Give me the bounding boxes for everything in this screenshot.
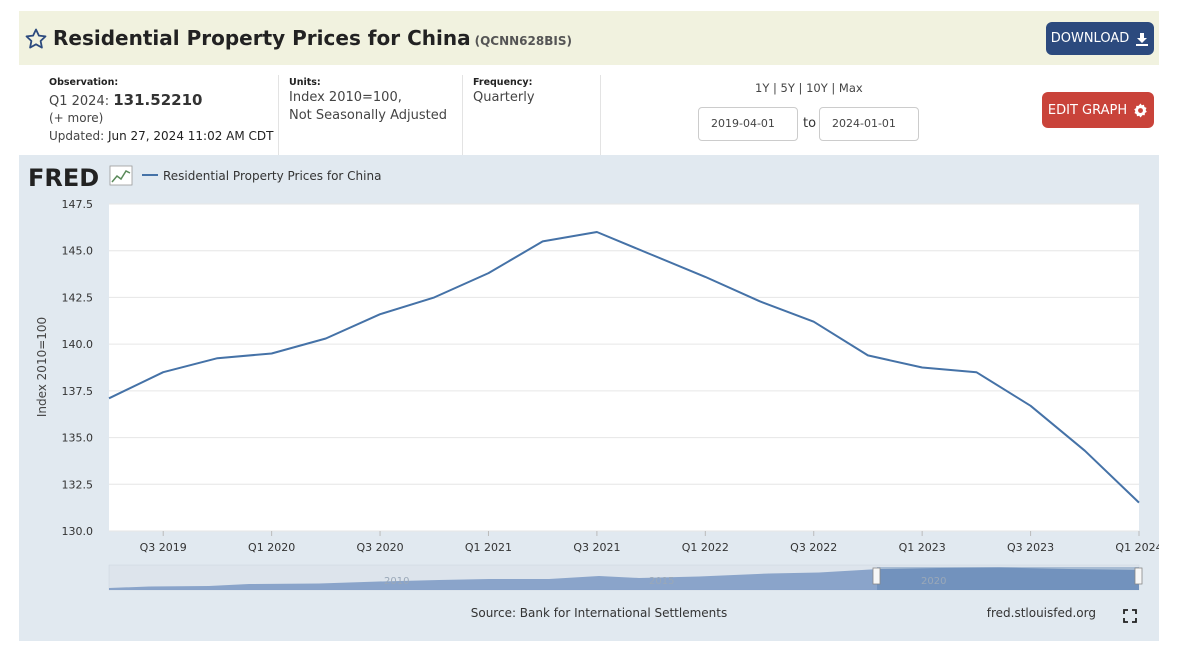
data-point[interactable]: [973, 369, 979, 375]
y-tick-label: 137.5: [62, 385, 94, 398]
x-axis: Q3 2019 Q1 2020 Q3 2020 Q1 2021 Q3 2021 Q1 20…: [140, 531, 1163, 554]
frequency-value: Quarterly: [473, 90, 535, 105]
edit-graph-button[interactable]: EDIT GRAPH: [1042, 92, 1154, 128]
download-label: DOWNLOAD: [1050, 31, 1130, 46]
fred-logo-icon: [109, 165, 133, 186]
x-tick-label: Q3 2021: [573, 541, 620, 554]
chart-area: FRED Residential Property Prices for Chi…: [19, 155, 1163, 641]
site-link[interactable]: fred.stlouisfed.org: [987, 606, 1096, 620]
data-point[interactable]: [106, 395, 112, 401]
range-5y[interactable]: 5Y: [780, 81, 795, 95]
y-tick-label: 145.0: [62, 245, 94, 258]
frequency-label: Frequency:: [473, 77, 533, 88]
updated-value: Jun 27, 2024 11:02 AM CDT: [107, 129, 274, 143]
range-separator: |: [798, 81, 803, 95]
fred-logo: FRED: [28, 164, 99, 192]
x-tick-label: Q1 2022: [682, 541, 729, 554]
data-point[interactable]: [214, 355, 220, 361]
navigator-handle-left[interactable]: [872, 567, 881, 585]
edit-graph-label: EDIT GRAPH: [1047, 102, 1128, 118]
legend-label: Residential Property Prices for China: [163, 169, 381, 183]
series-id: (QCNN628BIS): [474, 34, 572, 48]
divider: [278, 75, 279, 155]
x-tick-label: Q1 2020: [248, 541, 295, 554]
y-tick-label: 135.0: [62, 432, 94, 445]
y-tick-label: 130.0: [62, 525, 94, 538]
navigator-handle-right[interactable]: [1134, 567, 1143, 585]
range-1y[interactable]: 1Y: [755, 81, 770, 95]
data-point[interactable]: [1082, 448, 1088, 454]
x-tick-label: Q3 2020: [356, 541, 403, 554]
chart: FRED Residential Property Prices for Chi…: [28, 164, 1163, 623]
plot-area: [109, 204, 1139, 531]
navigator[interactable]: 2010 2015 2020: [108, 564, 1143, 591]
data-point[interactable]: [1136, 500, 1142, 506]
to-label: to: [803, 116, 817, 131]
navigator-label-2020: 2020: [921, 576, 946, 587]
range-10y[interactable]: 10Y: [806, 81, 828, 95]
divider: [600, 75, 601, 155]
observation-value: 131.52210: [113, 91, 203, 109]
y-tick-label: 132.5: [62, 478, 94, 491]
data-point[interactable]: [702, 274, 708, 280]
data-point[interactable]: [648, 251, 654, 257]
observation-period: Q1 2024:: [49, 94, 110, 109]
y-tick-label: 142.5: [62, 291, 94, 304]
navigator-area: [109, 567, 1139, 590]
data-point[interactable]: [485, 270, 491, 276]
divider: [462, 75, 463, 155]
range-max[interactable]: Max: [838, 81, 863, 95]
title-bar: [19, 11, 1159, 65]
data-point[interactable]: [377, 311, 383, 317]
series: [106, 229, 1142, 506]
y-tick-label: 147.5: [62, 198, 94, 211]
data-point[interactable]: [865, 352, 871, 358]
data-point[interactable]: [1028, 403, 1034, 409]
y-axis: 147.5 145.0 142.5 140.0 137.5 135.0 132.5 130.0: [62, 198, 94, 538]
observation-line: Q1 2024: 131.52210: [49, 91, 202, 111]
grid: [109, 203, 1139, 532]
x-tick-label: Q1 2023: [899, 541, 946, 554]
data-point[interactable]: [540, 238, 546, 244]
units-line1: Index 2010=100,: [289, 90, 402, 105]
x-tick-label: Q1 2021: [465, 541, 512, 554]
series-line[interactable]: [108, 231, 1140, 504]
range-links: 1Y | 5Y | 10Y | Max: [755, 81, 863, 95]
units-label: Units:: [289, 77, 321, 88]
data-point[interactable]: [160, 369, 166, 375]
data-point[interactable]: [919, 365, 925, 371]
y-axis-label: Index 2010=100: [35, 317, 49, 417]
gear-icon: [1134, 102, 1147, 118]
y-tick-label: 140.0: [62, 338, 94, 351]
data-point[interactable]: [811, 319, 817, 325]
x-tick-label: Q3 2023: [1007, 541, 1054, 554]
updated-label: Updated:: [49, 129, 105, 143]
download-button[interactable]: DOWNLOAD: [1046, 22, 1154, 55]
end-date-input[interactable]: 2024-01-01: [819, 107, 919, 141]
start-date-input[interactable]: 2019-04-01: [698, 107, 798, 141]
updated-line: Updated: Jun 27, 2024 11:02 AM CDT: [49, 127, 274, 145]
x-tick-label: Q3 2019: [140, 541, 187, 554]
page-title: Residential Property Prices for China (QC…: [53, 26, 572, 50]
data-point[interactable]: [757, 298, 763, 304]
data-point[interactable]: [431, 294, 437, 300]
x-tick-label: Q3 2022: [790, 541, 837, 554]
fullscreen-icon[interactable]: [1123, 609, 1137, 623]
observation-label: Observation:: [49, 77, 119, 88]
units-line2: Not Seasonally Adjusted: [289, 108, 447, 123]
data-point[interactable]: [594, 229, 600, 235]
data-point[interactable]: [269, 350, 275, 356]
download-icon: [1136, 32, 1149, 46]
data-point[interactable]: [323, 336, 329, 342]
more-link[interactable]: (+ more): [49, 111, 104, 125]
range-separator: |: [831, 81, 836, 95]
range-separator: |: [773, 81, 777, 95]
navigator-label-2010: 2010: [384, 576, 409, 587]
x-tick-label: Q1 2024: [1115, 541, 1159, 554]
star-icon[interactable]: [24, 27, 48, 51]
series-title-text: Residential Property Prices for China: [53, 26, 471, 50]
navigator-selection[interactable]: [877, 567, 1139, 590]
navigator-label-2015: 2015: [649, 576, 674, 587]
source-text: Source: Bank for International Settlemen…: [471, 606, 728, 620]
